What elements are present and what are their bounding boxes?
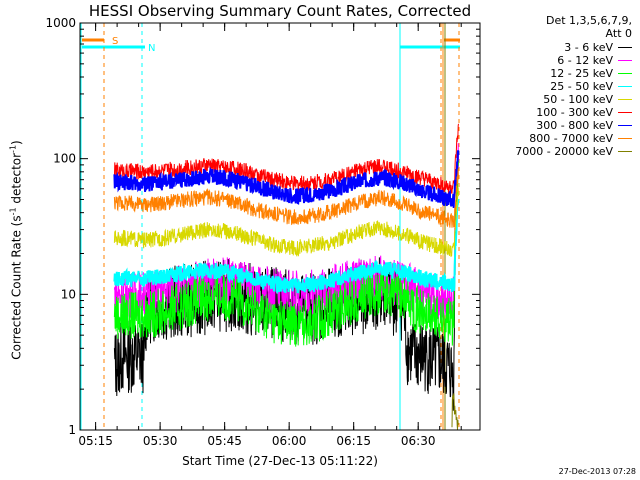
legend-swatch bbox=[618, 99, 632, 100]
series-line-8 bbox=[451, 393, 459, 430]
legend-swatch bbox=[618, 151, 632, 152]
legend-swatch bbox=[618, 86, 632, 87]
legend-swatch bbox=[618, 60, 632, 61]
legend-header-line-2: Att 0 bbox=[605, 27, 632, 40]
legend-label: 6 - 12 keV bbox=[557, 54, 613, 67]
series-line-2 bbox=[113, 160, 459, 347]
x-tick-label: 06:00 bbox=[272, 434, 307, 448]
y-axis-label: Corrected Count Rate (s-1 detector-1) bbox=[8, 140, 24, 360]
y-tick-label: 10 bbox=[61, 287, 76, 301]
x-tick-label: 06:30 bbox=[401, 434, 436, 448]
legend-label: 12 - 25 keV bbox=[550, 67, 613, 80]
x-tick-label: 05:45 bbox=[207, 434, 242, 448]
legend-label: 3 - 6 keV bbox=[564, 41, 613, 54]
legend-label: 7000 - 20000 keV bbox=[515, 145, 613, 158]
night-flag-label: N bbox=[148, 43, 155, 54]
legend-swatch bbox=[618, 125, 632, 126]
legend-entry: 7000 - 20000 keV bbox=[515, 145, 632, 158]
legend-entry: 800 - 7000 keV bbox=[529, 132, 632, 145]
saa-flag-label: S bbox=[112, 36, 118, 47]
legend-label: 300 - 800 keV bbox=[536, 119, 613, 132]
legend-entry: 6 - 12 keV bbox=[557, 54, 632, 67]
y-tick-label: 1000 bbox=[45, 16, 76, 30]
chart-title: HESSI Observing Summary Count Rates, Cor… bbox=[88, 2, 472, 20]
legend-swatch bbox=[618, 47, 632, 48]
x-axis-label: Start Time (27-Dec-13 05:11:22) bbox=[182, 454, 378, 468]
series-line-6 bbox=[113, 150, 460, 209]
legend-entry: 300 - 800 keV bbox=[536, 119, 632, 132]
legend-label: 50 - 100 keV bbox=[543, 93, 613, 106]
x-tick-label: 05:15 bbox=[78, 434, 113, 448]
timestamp-stamp: 27-Dec-2013 07:28 bbox=[558, 467, 636, 476]
x-tick-label: 06:15 bbox=[336, 434, 371, 448]
y-tick-label: 100 bbox=[53, 152, 76, 166]
x-tick-label: 05:30 bbox=[143, 434, 178, 448]
legend-entry: 50 - 100 keV bbox=[543, 93, 632, 106]
legend-header-line-1: Det 1,3,5,6,7,9, bbox=[545, 14, 632, 27]
legend-swatch bbox=[618, 73, 632, 74]
legend-label: 800 - 7000 keV bbox=[529, 132, 613, 145]
series-line-7 bbox=[113, 168, 459, 228]
legend-label: 25 - 50 keV bbox=[550, 80, 613, 93]
axes-frame bbox=[79, 22, 481, 431]
series-line-5 bbox=[113, 123, 459, 195]
y-tick-label: 1 bbox=[68, 423, 76, 437]
series-line-3 bbox=[113, 199, 460, 295]
legend-swatch bbox=[618, 112, 632, 113]
legend-entry: 100 - 300 keV bbox=[536, 106, 632, 119]
legend-entry: 12 - 25 keV bbox=[550, 67, 632, 80]
series-line-4 bbox=[113, 187, 459, 258]
legend-label: 100 - 300 keV bbox=[536, 106, 613, 119]
legend-entry: 25 - 50 keV bbox=[550, 80, 632, 93]
legend-entry: 3 - 6 keV bbox=[564, 41, 632, 54]
legend-swatch bbox=[618, 138, 632, 139]
